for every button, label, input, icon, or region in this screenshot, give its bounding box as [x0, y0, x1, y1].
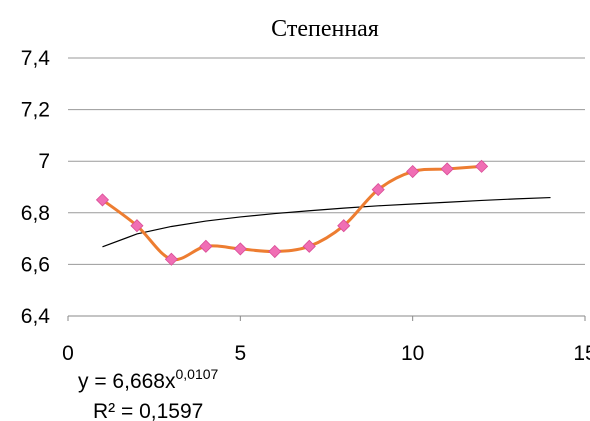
- data-point: [440, 162, 454, 176]
- data-point: [130, 219, 144, 233]
- equation-exponent: 0,0107: [175, 366, 218, 382]
- data-point: [95, 193, 110, 207]
- data-point: [371, 183, 385, 197]
- x-tick-label: 0: [62, 342, 74, 365]
- data-point: [199, 239, 213, 253]
- x-tick-label: 15: [573, 342, 590, 365]
- r-squared: R² = 0,1597: [93, 400, 203, 421]
- data-point: [406, 164, 420, 179]
- y-tick-label: 6,6: [21, 253, 50, 276]
- y-tick-label: 6,8: [21, 202, 50, 225]
- data-point: [475, 159, 489, 173]
- y-tick-label: 7: [38, 150, 50, 173]
- data-point: [233, 242, 247, 256]
- data-point: [268, 244, 282, 259]
- y-tick-label: 6,4: [21, 305, 51, 328]
- data-point: [164, 252, 178, 266]
- chart-title: Степенная: [271, 16, 379, 42]
- trendline-equation: y = 6,668x0,0107: [78, 366, 219, 393]
- x-tick-label: 5: [234, 342, 246, 365]
- y-tick-label: 7,2: [21, 99, 50, 122]
- y-tick-label: 7,4: [21, 47, 51, 70]
- data-point: [337, 219, 351, 233]
- data-point: [302, 239, 316, 253]
- trendline: [102, 196, 551, 248]
- equation-text: y = 6,668x: [78, 370, 176, 393]
- x-tick-label: 10: [401, 342, 424, 365]
